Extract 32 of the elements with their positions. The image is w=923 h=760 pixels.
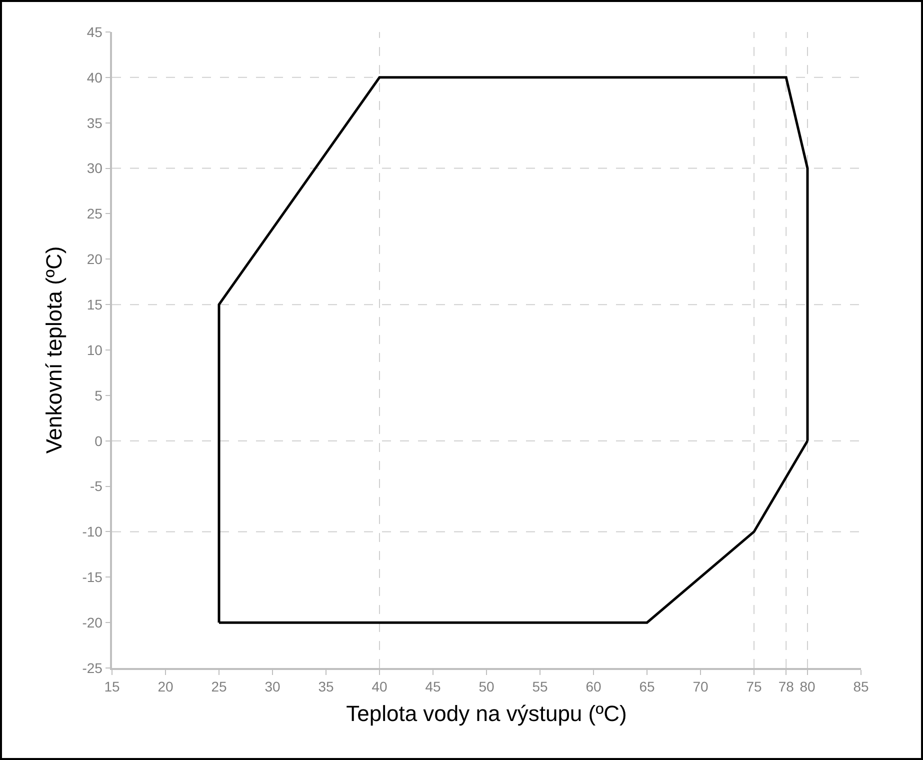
x-tick-label: 25: [211, 678, 227, 695]
x-tick-label: 75: [746, 678, 762, 695]
y-tick-label: 15: [86, 296, 103, 312]
x-tick-label: 50: [478, 678, 494, 695]
x-tick-label: 20: [158, 678, 174, 695]
x-tick-label: 60: [586, 678, 602, 695]
y-tick-label: 35: [86, 114, 103, 131]
y-tick-label: -5: [90, 478, 103, 494]
y-tick-label: -20: [82, 614, 103, 630]
x-tick-label: 40: [372, 678, 388, 695]
y-tick-label: -15: [82, 569, 103, 586]
x-tick-label: 35: [318, 678, 334, 695]
y-tick-label: 10: [86, 342, 103, 358]
y-axis-title: Venkovní teplota (ºC): [42, 246, 67, 454]
x-tick-label: 80: [800, 678, 816, 695]
x-tick-label: 30: [264, 678, 280, 695]
x-axis-title: Teplota vody na výstupu (ºC): [346, 700, 627, 726]
y-tick-label: 25: [86, 206, 103, 222]
y-tick-label: 0: [94, 432, 103, 449]
y-tick-label: 20: [86, 251, 103, 268]
x-tick-label: 55: [532, 678, 548, 695]
y-tick-label: 45: [86, 24, 103, 40]
x-tick-label: 45: [425, 678, 441, 695]
x-tick-label: 70: [692, 678, 708, 695]
x-tick-label: 65: [639, 678, 655, 695]
y-tick-label: 40: [86, 69, 103, 86]
y-tick-label: 5: [94, 387, 103, 404]
y-tick-label: 30: [86, 160, 103, 176]
x-tick-label: 85: [853, 678, 869, 695]
y-tick-label: -10: [82, 524, 103, 540]
y-tick-label: -25: [82, 660, 103, 676]
x-tick-label: 78: [778, 678, 794, 695]
